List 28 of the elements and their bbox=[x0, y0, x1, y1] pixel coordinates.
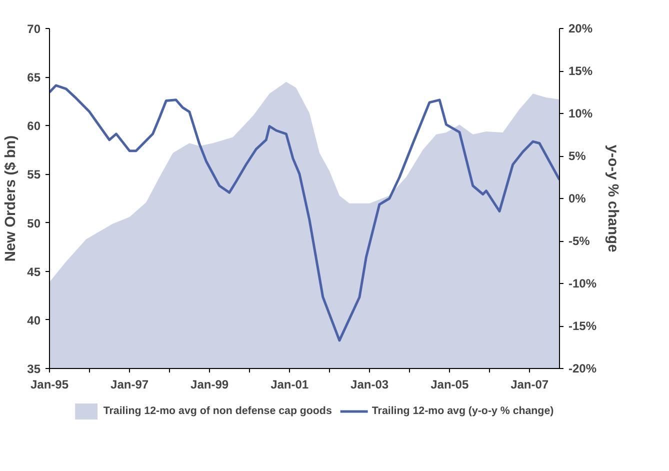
y2-tick-label: 10% bbox=[568, 106, 593, 120]
y2-tick-label: 20% bbox=[568, 22, 593, 36]
y-tick-label: 35 bbox=[27, 362, 41, 376]
y2-tick-label: 0% bbox=[568, 192, 586, 206]
y-tick-label: 55 bbox=[27, 168, 41, 182]
y-tick-label: 65 bbox=[27, 70, 41, 85]
x-tick-label: Jan-97 bbox=[110, 378, 149, 392]
y-tick-label: 45 bbox=[27, 264, 41, 279]
x-tick-label: Jan-99 bbox=[190, 378, 229, 392]
legend-label: Trailing 12-mo avg (y-o-y % change) bbox=[372, 405, 554, 417]
y-tick-label: 40 bbox=[27, 313, 41, 328]
y2-axis-title: y-o-y % change bbox=[604, 144, 621, 252]
x-tick-label: Jan-03 bbox=[350, 378, 389, 392]
x-tick-label: Jan-95 bbox=[30, 378, 69, 392]
y-tick-label: 50 bbox=[27, 216, 41, 230]
x-tick-label: Jan-01 bbox=[270, 378, 309, 392]
y2-tick-label: -10% bbox=[568, 276, 597, 290]
legend-label: Trailing 12-mo avg of non defense cap goods bbox=[103, 405, 332, 417]
y2-tick-label: 15% bbox=[568, 64, 593, 78]
y2-tick-label: -5% bbox=[568, 234, 590, 248]
y-tick-label: 70 bbox=[27, 22, 41, 36]
x-tick-label: Jan-07 bbox=[510, 378, 549, 392]
y2-tick-label: 5% bbox=[568, 149, 586, 163]
y2-tick-label: -15% bbox=[568, 319, 597, 333]
y-axis-title: New Orders ($ bn) bbox=[3, 135, 20, 262]
x-tick-label: Jan-05 bbox=[430, 378, 469, 392]
y-tick-label: 60 bbox=[27, 119, 41, 134]
y2-tick-label: -20% bbox=[568, 362, 597, 376]
